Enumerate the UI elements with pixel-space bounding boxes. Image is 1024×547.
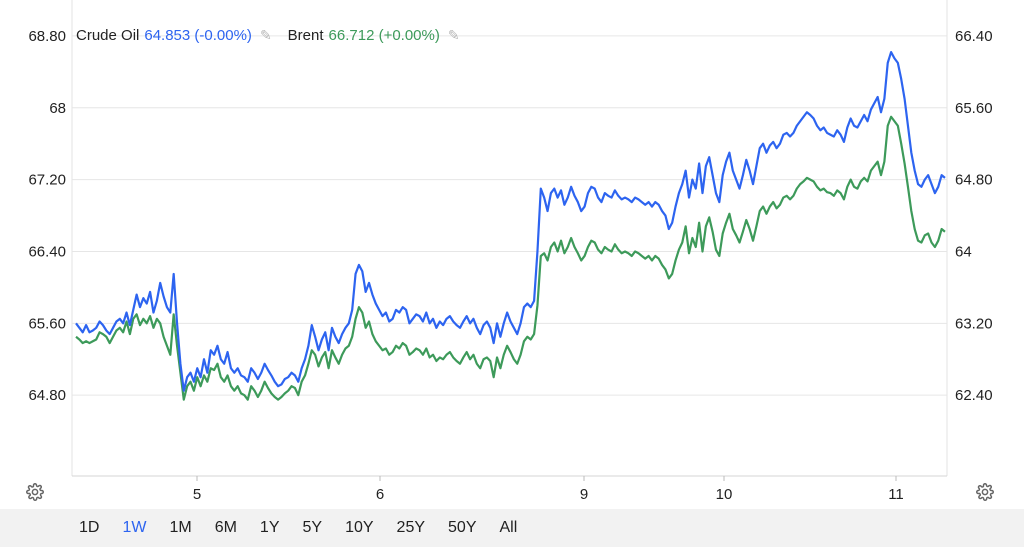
chart-area[interactable]: 64.80 65.60 66.40 67.20 68 68.80 62.40 63.20 64… — [0, 0, 1024, 509]
gear-icon[interactable] — [26, 483, 44, 501]
legend-brent-name: Brent — [287, 27, 324, 44]
range-button-1y[interactable]: 1Y — [259, 519, 280, 536]
x-tick-label: 5 — [193, 486, 201, 503]
right-axis-labels: 62.40 63.20 64 64.80 65.60 66.40 — [955, 28, 993, 404]
range-button-25y[interactable]: 25Y — [396, 519, 426, 536]
y-right-tick-label: 64 — [955, 243, 972, 260]
y-left-tick-label: 68 — [49, 100, 66, 117]
pencil-icon[interactable]: ✎ — [259, 27, 272, 43]
x-tick-label: 6 — [376, 486, 384, 503]
y-left-tick-label: 66.40 — [28, 243, 66, 260]
y-left-tick-label: 67.20 — [28, 172, 66, 189]
pencil-icon[interactable]: ✎ — [447, 27, 460, 43]
x-tick-label: 11 — [888, 486, 904, 503]
y-left-tick-label: 64.80 — [28, 387, 66, 404]
legend: Crude Oil 64.853 (-0.00%) ✎ Brent 66.712… — [76, 27, 476, 44]
range-button-10y[interactable]: 10Y — [345, 519, 374, 536]
range-button-50y[interactable]: 50Y — [448, 519, 477, 536]
y-right-tick-label: 66.40 — [955, 28, 993, 45]
x-axis-labels: 5 6 9 10 11 — [193, 476, 904, 503]
y-right-tick-label: 62.40 — [955, 387, 993, 404]
grid-lines — [71, 0, 948, 477]
range-button-5y[interactable]: 5Y — [302, 519, 323, 536]
range-button-1m[interactable]: 1M — [169, 519, 192, 536]
range-button-1d[interactable]: 1D — [79, 519, 100, 536]
range-button-6m[interactable]: 6M — [214, 519, 237, 536]
x-tick-label: 9 — [580, 486, 588, 503]
range-button-1w[interactable]: 1W — [122, 519, 147, 536]
legend-crude-name: Crude Oil — [76, 27, 140, 44]
y-left-tick-label: 65.60 — [28, 315, 66, 332]
range-button-all[interactable]: All — [499, 519, 518, 536]
range-selector: 1D 1W 1M 6M 1Y 5Y 10Y 25Y 50Y All — [0, 509, 1024, 547]
series-lines — [75, 50, 946, 401]
y-right-tick-label: 65.60 — [955, 100, 993, 117]
series-line-brent — [75, 115, 946, 401]
legend-brent-value: 66.712 (+0.00%) — [328, 27, 440, 44]
y-left-tick-label: 68.80 — [28, 28, 66, 45]
x-tick-label: 10 — [716, 486, 733, 503]
series-line-crude-oil — [75, 50, 946, 392]
legend-crude-value: 64.853 (-0.00%) — [144, 27, 252, 44]
y-right-tick-label: 63.20 — [955, 315, 993, 332]
left-axis-labels: 64.80 65.60 66.40 67.20 68 68.80 — [28, 28, 66, 404]
gear-icon[interactable] — [976, 483, 994, 501]
y-right-tick-label: 64.80 — [955, 172, 993, 189]
